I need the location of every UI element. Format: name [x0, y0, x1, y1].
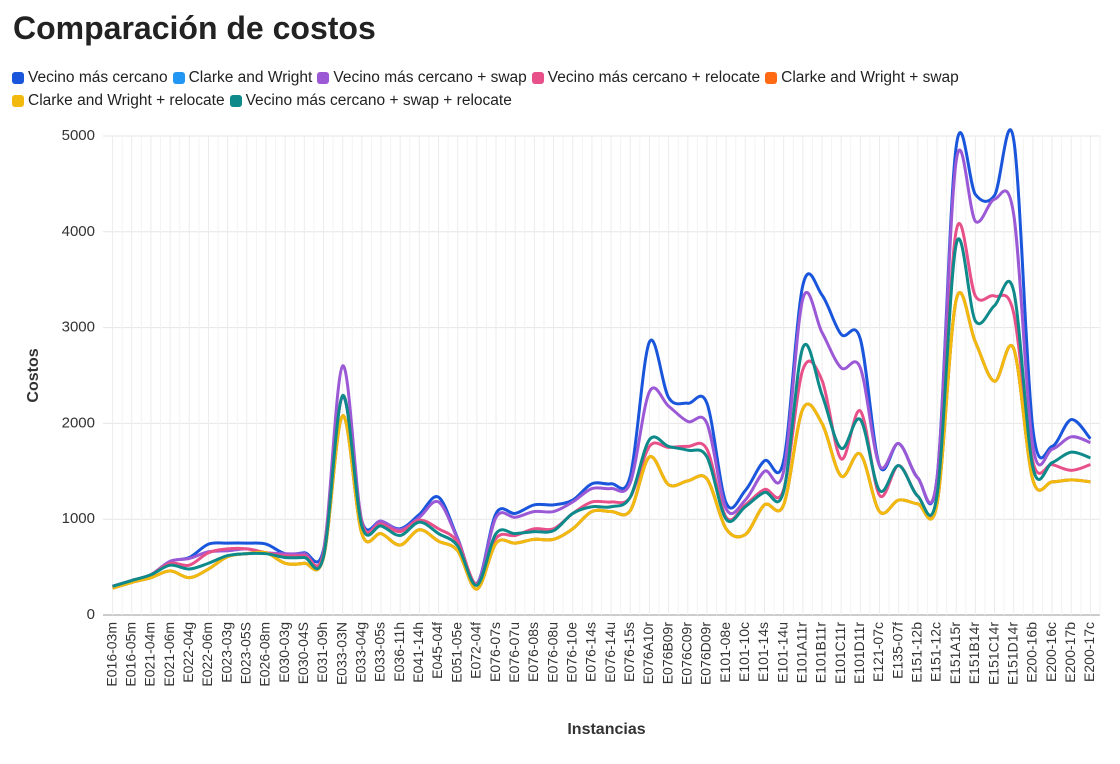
legend-item[interactable]: Clarke and Wright + swap	[765, 66, 959, 89]
x-tick-label: E101-14u	[774, 622, 790, 683]
x-tick-label: E151D14r	[1004, 622, 1020, 685]
x-tick-label: E026-08m	[257, 622, 273, 687]
legend-swatch	[229, 94, 242, 107]
x-tick-label: E021-06m	[161, 622, 177, 687]
legend-label: Clarke and Wright + relocate	[28, 92, 225, 109]
x-tick-label: E022-06m	[199, 622, 215, 687]
x-tick-label: E041-14h	[410, 622, 426, 683]
x-tick-label: E072-04f	[468, 622, 484, 679]
x-tick-label: E076-07s	[487, 622, 503, 682]
series-line	[112, 148, 1091, 588]
x-tick-label: E101-14s	[755, 622, 771, 682]
x-axis-title: Instancias	[567, 721, 645, 738]
y-tick-label: 3000	[62, 319, 95, 336]
x-tick-label: E045-04f	[429, 622, 445, 679]
y-tick-label: 1000	[62, 510, 95, 527]
x-tick-label: E200-16c	[1043, 622, 1059, 682]
legend-swatch	[12, 71, 24, 84]
y-tick-label: 4000	[62, 223, 95, 240]
x-tick-label: E135-07f	[889, 622, 905, 679]
x-tick-label: E016-05m	[122, 622, 138, 687]
x-tick-label: E076D09r	[698, 622, 714, 685]
x-tick-label: E030-04S	[295, 622, 311, 684]
x-tick-label: E101C11r	[832, 622, 848, 684]
x-tick-label: E076-08s	[525, 622, 541, 682]
x-tick-label: E030-03g	[276, 622, 292, 683]
legend-swatch	[12, 94, 24, 107]
legend-item[interactable]: Vecino más cercano	[12, 66, 168, 89]
x-tick-label: E151-12b	[909, 622, 925, 683]
x-tick-label: E023-03g	[218, 622, 234, 683]
x-tick-label: E022-04g	[180, 622, 196, 683]
x-tick-label: E016-03m	[103, 622, 119, 687]
legend-label: Clarke and Wright + swap	[781, 69, 959, 86]
x-tick-label: E076-14u	[602, 622, 618, 683]
x-tick-label: E101-10c	[736, 622, 752, 682]
legend-swatch	[172, 71, 185, 84]
x-tick-label: E021-04m	[142, 622, 158, 687]
legend-swatch	[531, 71, 544, 84]
x-tick-label: E200-17b	[1062, 622, 1078, 683]
x-tick-label: E076-10e	[563, 622, 579, 683]
x-tick-label: E031-09h	[314, 622, 330, 683]
legend-label: Clarke and Wright	[188, 69, 313, 86]
x-tick-label: E076C09r	[678, 622, 694, 685]
legend-label: Vecino más cercano + swap	[333, 69, 527, 86]
legend-item[interactable]: Vecino más cercano + swap + relocate	[229, 89, 512, 112]
x-tick-label: E200-17c	[1081, 622, 1097, 682]
x-tick-label: E076-14s	[583, 622, 599, 682]
x-tick-label: E076-07u	[506, 622, 522, 683]
x-tick-label: E101-08e	[717, 622, 733, 683]
y-tick-label: 5000	[62, 127, 95, 144]
x-tick-label: E033-04g	[353, 622, 369, 683]
legend-label: Vecino más cercano + swap + relocate	[245, 92, 512, 109]
legend-item[interactable]: Clarke and Wright + relocate	[12, 89, 225, 112]
x-tick-label: E076A10r	[640, 622, 656, 685]
x-tick-label: E101B11r	[813, 622, 829, 684]
x-tick-label: E151C14r	[985, 622, 1001, 685]
x-tick-label: E076-08u	[544, 622, 560, 683]
legend-item[interactable]: Vecino más cercano + relocate	[531, 66, 761, 89]
x-tick-label: E151-12c	[928, 622, 944, 682]
legend-item[interactable]: Clarke and Wright	[172, 66, 313, 89]
x-tick-label: E076-15s	[621, 622, 637, 682]
x-tick-label: E151A15r	[947, 622, 963, 685]
x-tick-label: E121-07c	[870, 622, 886, 682]
legend-swatch	[765, 71, 778, 84]
legend: Vecino más cercano Clarke and Wright Vecin…	[12, 66, 1072, 112]
x-tick-label: E151B14r	[966, 622, 982, 685]
series-line	[112, 237, 1091, 588]
y-tick-label: 0	[87, 606, 95, 623]
x-tick-label: E036-11h	[391, 622, 407, 682]
x-tick-label: E033-03N	[333, 622, 349, 685]
legend-label: Vecino más cercano	[28, 69, 168, 86]
x-tick-label: E101D11r	[851, 622, 867, 684]
x-tick-label: E051-05e	[448, 622, 464, 683]
x-tick-label: E200-16b	[1024, 622, 1040, 683]
legend-item[interactable]: Vecino más cercano + swap	[317, 66, 527, 89]
x-tick-label: E101A11r	[794, 622, 810, 684]
x-tick-label: E076B09r	[659, 622, 675, 685]
y-axis-title: Costos	[25, 348, 42, 402]
chart-title: Comparación de costos	[13, 10, 376, 46]
x-tick-label: E033-05s	[372, 622, 388, 682]
y-tick-label: 2000	[62, 414, 95, 431]
x-tick-label: E023-05S	[238, 622, 254, 684]
legend-label: Vecino más cercano + relocate	[547, 69, 761, 86]
legend-swatch	[317, 71, 330, 84]
